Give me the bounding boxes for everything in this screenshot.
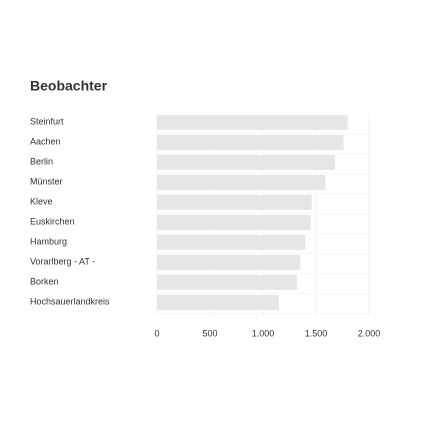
y-tick-label: Hochsauerlandkreis [30, 296, 110, 306]
x-tick-label: 500 [202, 328, 217, 338]
y-tick-label: Aachen [30, 136, 61, 146]
bar [157, 295, 279, 310]
y-tick-label: Vorarlberg - AT - [30, 256, 95, 266]
y-tick-label: Berlin [30, 156, 53, 166]
bar [157, 175, 326, 190]
y-tick-label: Hamburg [30, 236, 67, 246]
y-tick-label: Steinfurt [30, 116, 64, 126]
bar [157, 235, 306, 250]
bar [157, 215, 311, 230]
y-tick-label: Kleve [30, 196, 53, 206]
x-tick-label: 1.000 [252, 328, 275, 338]
bar [157, 155, 336, 170]
bar [157, 255, 301, 270]
x-tick-label: 1.500 [305, 328, 328, 338]
chart-title: Beobachter [30, 78, 108, 94]
bar [157, 195, 312, 210]
bar [157, 275, 297, 290]
x-tick-label: 0 [154, 328, 159, 338]
y-tick-label: Münster [30, 176, 63, 186]
y-tick-label: Borken [30, 276, 59, 286]
bar [157, 135, 344, 150]
x-tick-label: 2.000 [358, 328, 381, 338]
bar [157, 115, 348, 130]
y-tick-label: Euskirchen [30, 216, 75, 226]
